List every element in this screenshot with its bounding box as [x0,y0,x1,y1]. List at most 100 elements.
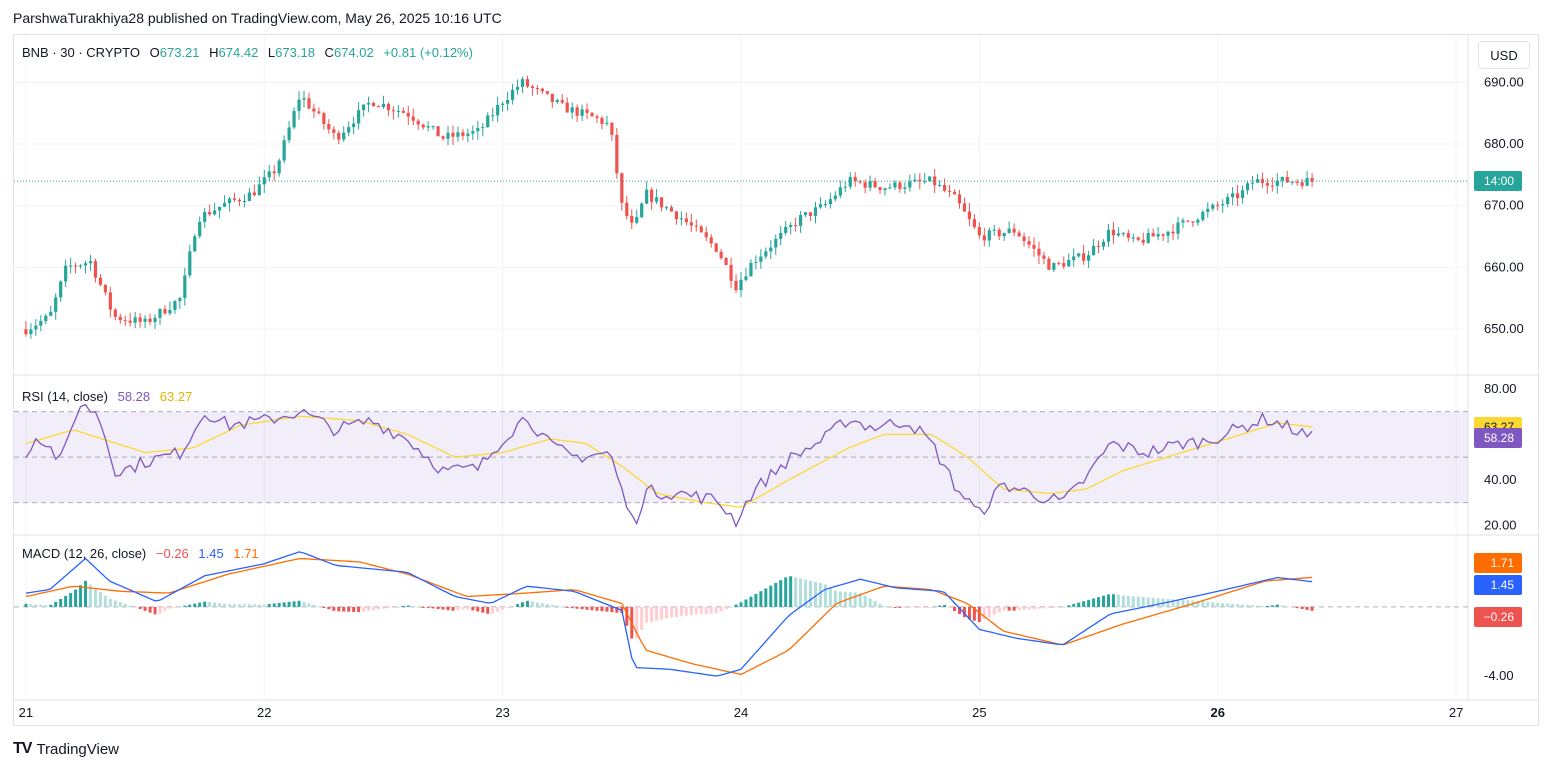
candle-body [496,104,500,116]
macd-histogram-bar [1265,606,1269,608]
macd-histogram-bar [843,591,847,607]
macd-histogram-bar [828,587,832,607]
candle-body [431,126,435,128]
candle-body [729,264,733,281]
candle-body [972,219,976,228]
candle-body [193,236,197,252]
macd-histogram-bar [516,604,520,607]
macd-histogram-bar [595,606,599,611]
candle-body [366,102,371,105]
candle-body [868,181,872,188]
candle-body [466,133,470,136]
candle-body [1240,190,1245,199]
price-legend: BNB · 30 · CRYPTO O673.21 H674.42 L673.1… [22,45,479,60]
candle-body [262,177,266,185]
tradingview-logo[interactable]: TV TradingView [13,740,119,758]
candle-body [828,199,832,205]
candle-body [779,232,783,239]
candle-body [1231,193,1235,198]
candle-body [1062,263,1066,267]
macd-histogram-bar [272,603,276,607]
candle-body [982,235,986,241]
macd-histogram-bar [203,601,207,607]
macd-histogram-bar [93,588,97,607]
candle-body [73,265,78,267]
candle-body [674,211,679,220]
candle-body [486,115,490,128]
candle-body [1280,176,1284,181]
candle-body [515,86,520,90]
candle-body [113,309,117,317]
candle-body [49,311,53,316]
candle-body [1166,231,1170,236]
candle-body [88,261,93,264]
candle-body [1037,248,1041,256]
indicator-lines [25,403,1313,677]
macd-histogram-bar [655,606,659,621]
candle-body [1191,221,1195,223]
candle-body [838,187,842,196]
macd-histogram-bar [833,590,837,607]
macd-histogram-bar [153,606,157,615]
candle-body [416,120,420,125]
price-tick-label: 690.00 [1484,74,1524,89]
candle-body [143,318,147,322]
macd-histogram-bar [873,601,877,607]
candle-body [714,243,718,252]
candle-body [794,224,798,226]
candle-body [650,189,654,202]
candle-body [78,265,83,267]
candle-body [1310,177,1314,182]
candle-body [1012,228,1016,233]
candle-body [386,103,391,111]
candle-body [967,211,972,220]
macd-histogram-bar [232,604,236,607]
candle-body [1101,241,1106,247]
candle-body [669,207,674,212]
macd-histogram-bar [277,602,281,607]
candle-body [332,129,336,133]
macd-histogram-bar [694,606,698,615]
candle-body [734,280,738,291]
candle-body [560,100,564,103]
candle-body [620,173,624,203]
candle-body [1181,220,1185,223]
candle-body [1116,233,1121,236]
macd-histogram-bar [84,580,88,607]
macd-histogram-bar [297,600,301,607]
candle-body [213,210,217,215]
candle-body [401,110,405,113]
candle-body [1250,182,1255,184]
macd-histogram-bar [774,582,778,607]
macd-histogram-bar [1305,606,1309,610]
candle-body [247,192,251,201]
candle-body [977,227,981,236]
macd-histogram-bar [1072,603,1076,607]
candle-body [501,103,505,105]
candle-body [1290,181,1294,183]
candle-body [575,107,579,116]
candle-body [774,238,778,248]
macd-histogram-bar [590,606,594,611]
macd-histogram-bar [1102,595,1106,607]
macd-histogram-bar [1231,603,1235,607]
rsi-bands [14,411,1468,608]
macd-histogram-bar [257,604,261,607]
candle-body [699,226,703,233]
macd-histogram-bar [178,606,182,608]
candle-body [878,187,882,190]
candle-body [173,301,177,311]
macd-histogram-bar [511,606,515,608]
macd-histogram-bar [208,602,212,607]
macd-histogram-bar [1092,598,1096,607]
ohlc-close: C674.02 [324,45,374,60]
candle-body [411,116,415,121]
candle-body [664,207,669,209]
currency-button[interactable]: USD [1478,41,1530,69]
macd-histogram-bar [1007,606,1011,611]
candle-body [992,229,996,231]
macd-histogram-bar [535,602,539,607]
macd-histogram-bar [1047,606,1051,609]
macd-histogram-bar [327,606,331,610]
